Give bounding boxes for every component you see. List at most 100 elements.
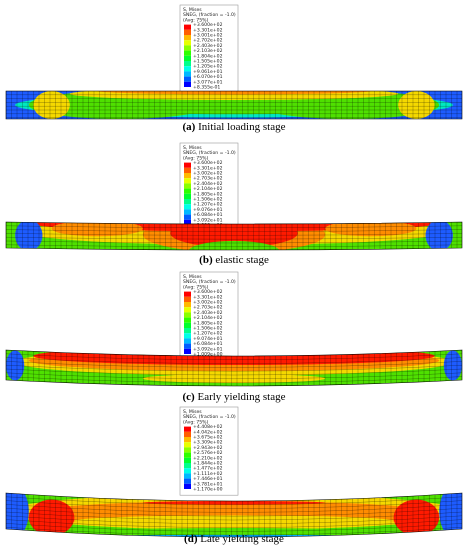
- caption: (d) Late yielding stage: [184, 533, 284, 545]
- legend-value: +9.061e+01: [193, 69, 223, 75]
- legend-value: +2.576e+02: [193, 450, 223, 456]
- legend-value: +3.092e+01: [193, 217, 223, 223]
- legend-value: +3.781e+01: [193, 481, 223, 487]
- legend-swatch: [184, 442, 191, 448]
- legend-value: +1.111e+02: [193, 471, 223, 477]
- legend-swatch: [184, 162, 191, 168]
- legend-value: +1.170e+00: [193, 487, 223, 493]
- legend-swatch: [184, 483, 191, 489]
- legend-swatch: [184, 291, 191, 297]
- legend-value: +3.301e+02: [193, 27, 223, 33]
- legend-value: +2.403e+02: [193, 43, 223, 49]
- legend-value: +3.092e+01: [193, 346, 223, 352]
- legend-header: SNEG, (fraction = -1.0): [183, 414, 236, 420]
- legend-swatch: [184, 219, 191, 225]
- caption-text: elastic stage: [215, 254, 269, 266]
- legend-swatch: [184, 71, 191, 77]
- legend-swatch: [184, 296, 191, 302]
- legend-header: (Avg: 75%): [183, 419, 209, 425]
- mesh-line: [6, 527, 462, 536]
- legend-swatch: [184, 209, 191, 215]
- legend-swatch: [184, 214, 191, 220]
- legend-value: +1.505e+02: [193, 59, 223, 65]
- legend-header: SNEG, (fraction = -1.0): [183, 150, 236, 156]
- caption-text: Initial loading stage: [198, 121, 285, 133]
- stress-region: [170, 222, 298, 248]
- legend-swatch: [184, 173, 191, 179]
- legend-swatch: [184, 193, 191, 199]
- legend-header: (Avg: 75%): [183, 17, 209, 23]
- legend-swatch: [184, 167, 191, 173]
- legend-value: +2.404e+02: [193, 181, 223, 187]
- stress-region: [28, 499, 75, 536]
- mesh-line: [6, 357, 462, 364]
- legend-swatch: [184, 55, 191, 61]
- legend-swatch: [184, 188, 191, 194]
- legend-swatch: [184, 183, 191, 189]
- legend-swatch: [184, 76, 191, 82]
- legend-swatch: [184, 307, 191, 313]
- legend-value: +6.084e+01: [193, 212, 223, 218]
- stress-region: [15, 222, 43, 250]
- mesh-line: [6, 519, 462, 528]
- legend-swatch: [184, 478, 191, 484]
- caption-label: (d): [184, 533, 198, 545]
- legend-value: +2.104e+02: [193, 315, 223, 321]
- mesh-line: [6, 523, 462, 532]
- stress-region: [188, 240, 280, 250]
- legend-swatch: [184, 29, 191, 35]
- legend-value: +1.009e+00: [193, 352, 223, 358]
- beam: [6, 493, 462, 537]
- legend-header: (Avg: 75%): [183, 155, 209, 161]
- legend-value: +3.600e+02: [193, 160, 223, 166]
- mesh-line: [6, 376, 462, 383]
- caption: (c) Early yielding stage: [183, 391, 286, 403]
- mesh-line: [6, 508, 462, 517]
- stress-region: [142, 501, 326, 505]
- stress-region: [142, 374, 326, 383]
- stress-region: [325, 222, 417, 237]
- legend-swatch: [184, 35, 191, 41]
- legend-value: +1.205e+02: [193, 64, 223, 70]
- legend-swatch: [184, 317, 191, 323]
- legend-value: +2.104e+02: [193, 186, 223, 192]
- mesh-line: [6, 372, 462, 379]
- legend-swatch: [184, 66, 191, 72]
- legend-value: +2.103e+02: [193, 48, 223, 54]
- legend-value: +1.207e+02: [193, 202, 223, 208]
- caption-text: Early yielding stage: [197, 391, 285, 403]
- legend-value: +6.070e+01: [193, 74, 223, 80]
- legend-value: +1.805e+02: [193, 191, 223, 197]
- legend-value: +3.309e+02: [193, 440, 223, 446]
- mesh-line: [6, 365, 462, 372]
- legend-swatch: [184, 431, 191, 437]
- legend-value: +2.703e+02: [193, 305, 223, 311]
- caption: (b) elastic stage: [199, 254, 269, 266]
- legend-value: +2.703e+02: [193, 176, 223, 182]
- legend-value: +3.600e+02: [193, 22, 223, 28]
- legend-swatch: [184, 178, 191, 184]
- legend-swatch: [184, 333, 191, 339]
- beam-outline: [5, 221, 463, 251]
- legend-swatch: [184, 457, 191, 463]
- beam-outline: [5, 349, 463, 387]
- legend-header: S, Mises: [183, 274, 202, 280]
- mesh-line: [6, 361, 462, 368]
- legend-value: +3.301e+02: [193, 294, 223, 300]
- caption-label: (a): [183, 121, 196, 133]
- legend-swatch: [184, 61, 191, 67]
- legend-header: (Avg: 75%): [183, 284, 209, 290]
- legend-value: +2.702e+02: [193, 38, 223, 44]
- beam-outline: [5, 492, 463, 538]
- legend-swatch: [184, 426, 191, 432]
- mesh-line: [6, 353, 462, 360]
- mesh-line: [6, 496, 462, 505]
- stress-region: [393, 499, 440, 536]
- mesh-line: [6, 515, 462, 524]
- stress-region: [6, 493, 29, 537]
- legend-swatch: [184, 447, 191, 453]
- legend-header: S, Mises: [183, 409, 202, 415]
